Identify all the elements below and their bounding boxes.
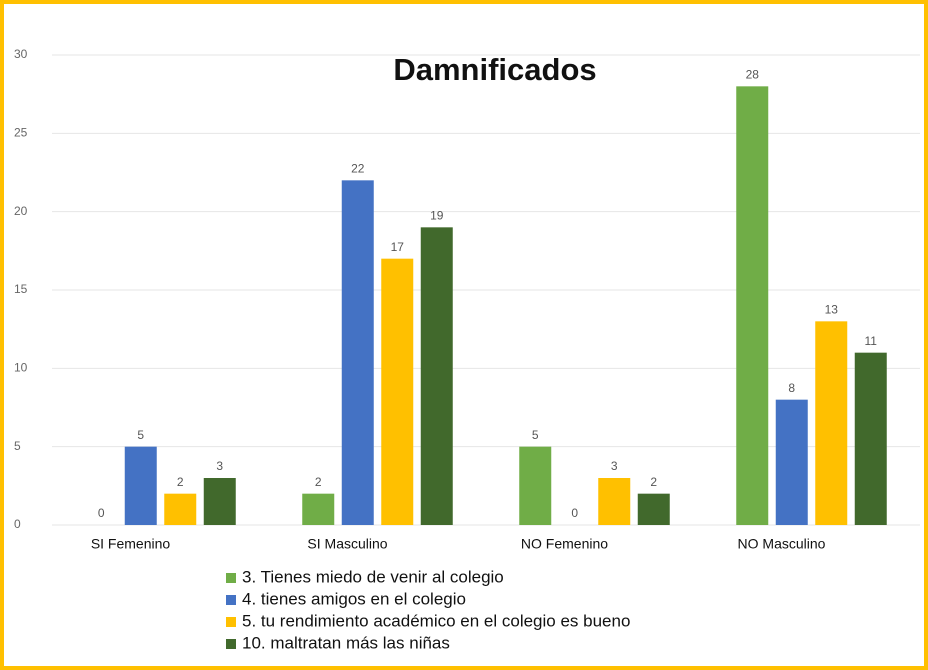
bar [381,258,414,525]
data-label: 8 [788,381,795,395]
legend-label: 10. maltratan más las niñas [242,633,450,652]
data-label: 17 [391,240,405,254]
chart-title: Damnificados [393,52,596,87]
y-tick-label: 0 [14,517,21,531]
data-label: 5 [137,428,144,442]
data-label: 2 [177,475,184,489]
data-label: 0 [98,506,105,520]
data-label: 5 [532,428,539,442]
y-tick-label: 15 [14,282,28,296]
bar [519,446,552,525]
y-tick-label: 30 [14,47,28,61]
data-label: 13 [825,303,839,317]
y-tick-label: 5 [14,439,21,453]
data-label: 22 [351,162,365,176]
legend-label: 5. tu rendimiento académico en el colegi… [242,611,630,630]
data-label: 3 [611,459,618,473]
data-label: 3 [216,459,223,473]
data-label: 19 [430,209,444,223]
data-label: 2 [650,475,657,489]
y-tick-label: 20 [14,204,28,218]
bar [164,493,197,525]
data-label: 2 [315,475,322,489]
x-tick-label: NO Masculino [738,536,826,552]
bar [341,180,374,526]
x-tick-label: SI Femenino [91,536,171,552]
bar [124,446,157,525]
bar [420,227,453,526]
data-label: 0 [571,506,578,520]
y-tick-label: 25 [14,126,28,140]
bar [775,399,808,525]
legend-label: 3. Tienes miedo de venir al colegio [242,567,504,586]
x-tick-label: NO Femenino [521,536,608,552]
bar [815,321,848,525]
bar [203,478,236,525]
legend-swatch [226,639,236,649]
legend-label: 4. tienes amigos en el colegio [242,589,466,608]
data-label: 11 [865,334,878,348]
bar [598,478,631,525]
bar [854,352,887,525]
legend-swatch [226,617,236,627]
bar [302,493,335,525]
x-tick-label: SI Masculino [307,536,387,552]
data-label: 28 [746,68,760,82]
legend-swatch [226,573,236,583]
bar [736,86,769,525]
bar [637,493,670,525]
legend-swatch [226,595,236,605]
y-tick-label: 10 [14,361,28,375]
